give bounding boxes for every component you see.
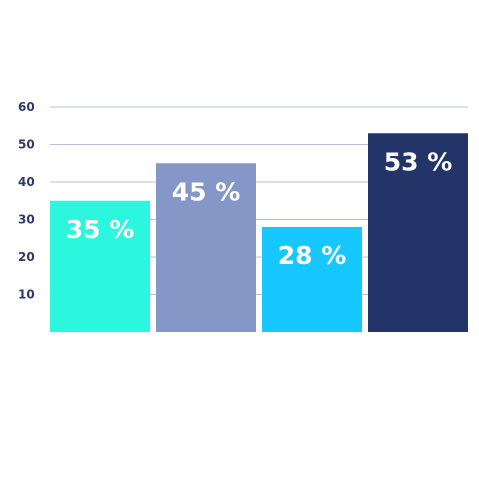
y-tick-label: 30 [18, 213, 35, 227]
y-tick-label: 50 [18, 138, 35, 152]
y-tick-label: 60 [18, 100, 35, 114]
bar-4 [368, 133, 468, 332]
y-tick-label: 40 [18, 175, 35, 189]
bar-data-labels: 35 % 45 % 28 % 53 % [66, 147, 453, 270]
bar-value-label-1: 35 % [66, 215, 135, 244]
bar-value-label-2: 45 % [172, 177, 241, 206]
y-tick-label: 10 [18, 288, 35, 302]
bar-2 [156, 163, 256, 332]
bar-value-label-3: 28 % [278, 241, 347, 270]
bar-1 [50, 200, 150, 332]
bar-3 [262, 227, 362, 332]
y-tick-label: 20 [18, 250, 35, 264]
y-axis-ticks: 10 20 30 40 50 60 [18, 100, 35, 302]
bars [50, 133, 468, 332]
bar-value-label-4: 53 % [384, 147, 453, 176]
